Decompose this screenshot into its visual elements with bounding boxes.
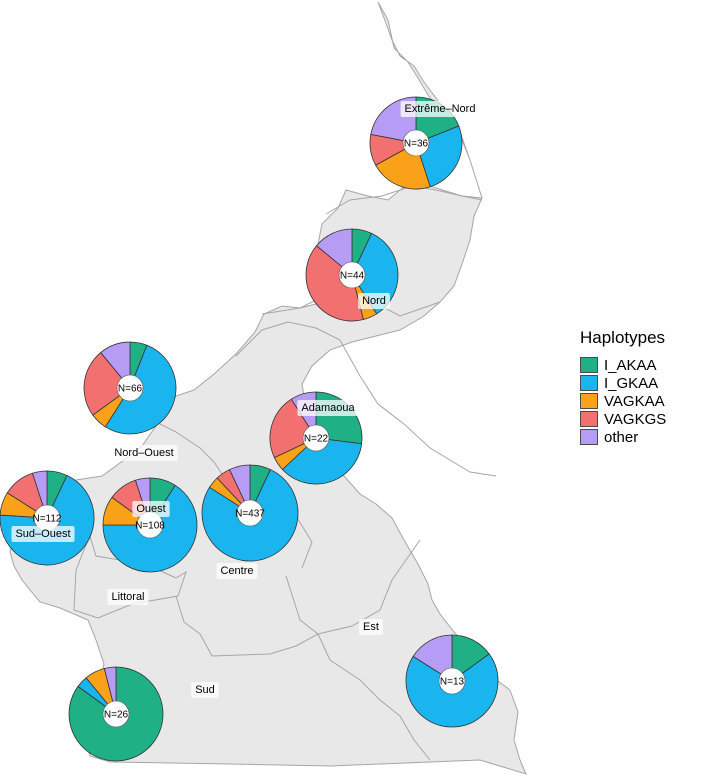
- legend-title: Haplotypes: [580, 328, 666, 347]
- pie-center: [236, 499, 264, 527]
- pie-slice: [412, 634, 453, 682]
- pie-center: [402, 129, 430, 157]
- legend-item: other: [580, 428, 666, 446]
- legend-label: VAGKGS: [604, 410, 667, 428]
- region-name: Centre: [220, 565, 253, 577]
- pie-center: [116, 374, 144, 402]
- region-label-background: [359, 619, 383, 635]
- region-label-background: [107, 589, 149, 605]
- region-name: Sud: [195, 684, 215, 696]
- region-label: Extrême–Nord: [400, 101, 480, 117]
- legend-item: I_AKAA: [580, 356, 666, 374]
- region-name: Est: [363, 621, 379, 633]
- region-label: Sud–Ouest: [11, 526, 75, 542]
- region-label-background: [110, 445, 178, 461]
- pie-slice: [281, 437, 363, 485]
- legend-swatch: [580, 357, 598, 373]
- region-label-background: [191, 682, 219, 698]
- legend-item: I_GKAA: [580, 374, 666, 392]
- region-label: Littoral: [107, 589, 149, 605]
- sample-size-label: N=44: [340, 271, 365, 282]
- region-name: Ouest: [136, 503, 165, 515]
- pie-slice: [83, 351, 131, 416]
- sample-size-label: N=26: [104, 710, 129, 721]
- legend-label: VAGKAA: [604, 392, 665, 410]
- region-name: Sud–Ouest: [15, 528, 70, 540]
- pie-8: N=13: [405, 634, 499, 728]
- pie-3: N=22: [269, 391, 363, 485]
- region-labels: Extrême–Nord Nord Nord–Ouest Adamaoua Sud–Ou…: [11, 101, 480, 698]
- sample-size-label: N=13: [440, 677, 465, 688]
- legend-swatch: [580, 393, 598, 409]
- legend-item: VAGKGS: [580, 410, 666, 428]
- pie-center: [302, 424, 330, 452]
- sample-size-label: N=66: [118, 384, 143, 395]
- pie-5: N=108: [102, 477, 198, 573]
- legend-swatch: [580, 375, 598, 391]
- sample-size-label: N=36: [404, 139, 429, 150]
- legend: Haplotypes I_AKAA I_GKAA VAGKAA VAGKGS o…: [580, 328, 666, 446]
- pie-slice: [305, 245, 364, 322]
- region-label: Centre: [216, 563, 258, 579]
- pie-2: N=66: [83, 341, 177, 435]
- region-name: Adamaoua: [301, 402, 355, 414]
- region-label: Est: [359, 619, 383, 635]
- region-label: Nord: [358, 293, 390, 309]
- sample-size-label: N=112: [32, 514, 61, 525]
- region-label-background: [216, 563, 258, 579]
- region-label-background: [400, 101, 480, 117]
- region-label-background: [11, 526, 75, 542]
- legend-items: I_AKAA I_GKAA VAGKAA VAGKGS other: [580, 356, 666, 446]
- region-label-background: [358, 293, 390, 309]
- legend-label: I_AKAA: [604, 356, 657, 374]
- pie-4: N=112: [0, 470, 95, 566]
- sample-size-label: N=22: [304, 434, 329, 445]
- region-name: Nord: [362, 295, 386, 307]
- legend-swatch: [580, 429, 598, 445]
- pie-charts: N=36 N=44 N=66 N=22 N=112 N=108 N=437 N=13 N=26: [0, 96, 499, 762]
- region-label-background: [132, 501, 170, 517]
- pie-center: [438, 667, 466, 695]
- region-label: Adamaoua: [297, 400, 360, 416]
- region-label: Sud: [191, 682, 219, 698]
- pie-slice: [315, 228, 353, 276]
- legend-item: VAGKAA: [580, 392, 666, 410]
- sample-size-label: N=437: [235, 509, 265, 520]
- legend-swatch: [580, 411, 598, 427]
- region-name: Extrême–Nord: [405, 103, 476, 115]
- pie-6: N=437: [201, 464, 299, 562]
- legend-label: I_GKAA: [604, 374, 659, 392]
- pie-9: N=26: [68, 666, 164, 762]
- region-label: Nord–Ouest: [110, 445, 178, 461]
- legend-label: other: [604, 428, 639, 446]
- region-label: Ouest: [132, 501, 170, 517]
- sample-size-label: N=108: [135, 521, 165, 532]
- pie-center: [102, 700, 130, 728]
- pie-slice: [100, 341, 131, 390]
- pie-center: [338, 261, 366, 289]
- region-label-background: [297, 400, 360, 416]
- region-name: Nord–Ouest: [114, 447, 173, 459]
- region-name: Littoral: [111, 591, 144, 603]
